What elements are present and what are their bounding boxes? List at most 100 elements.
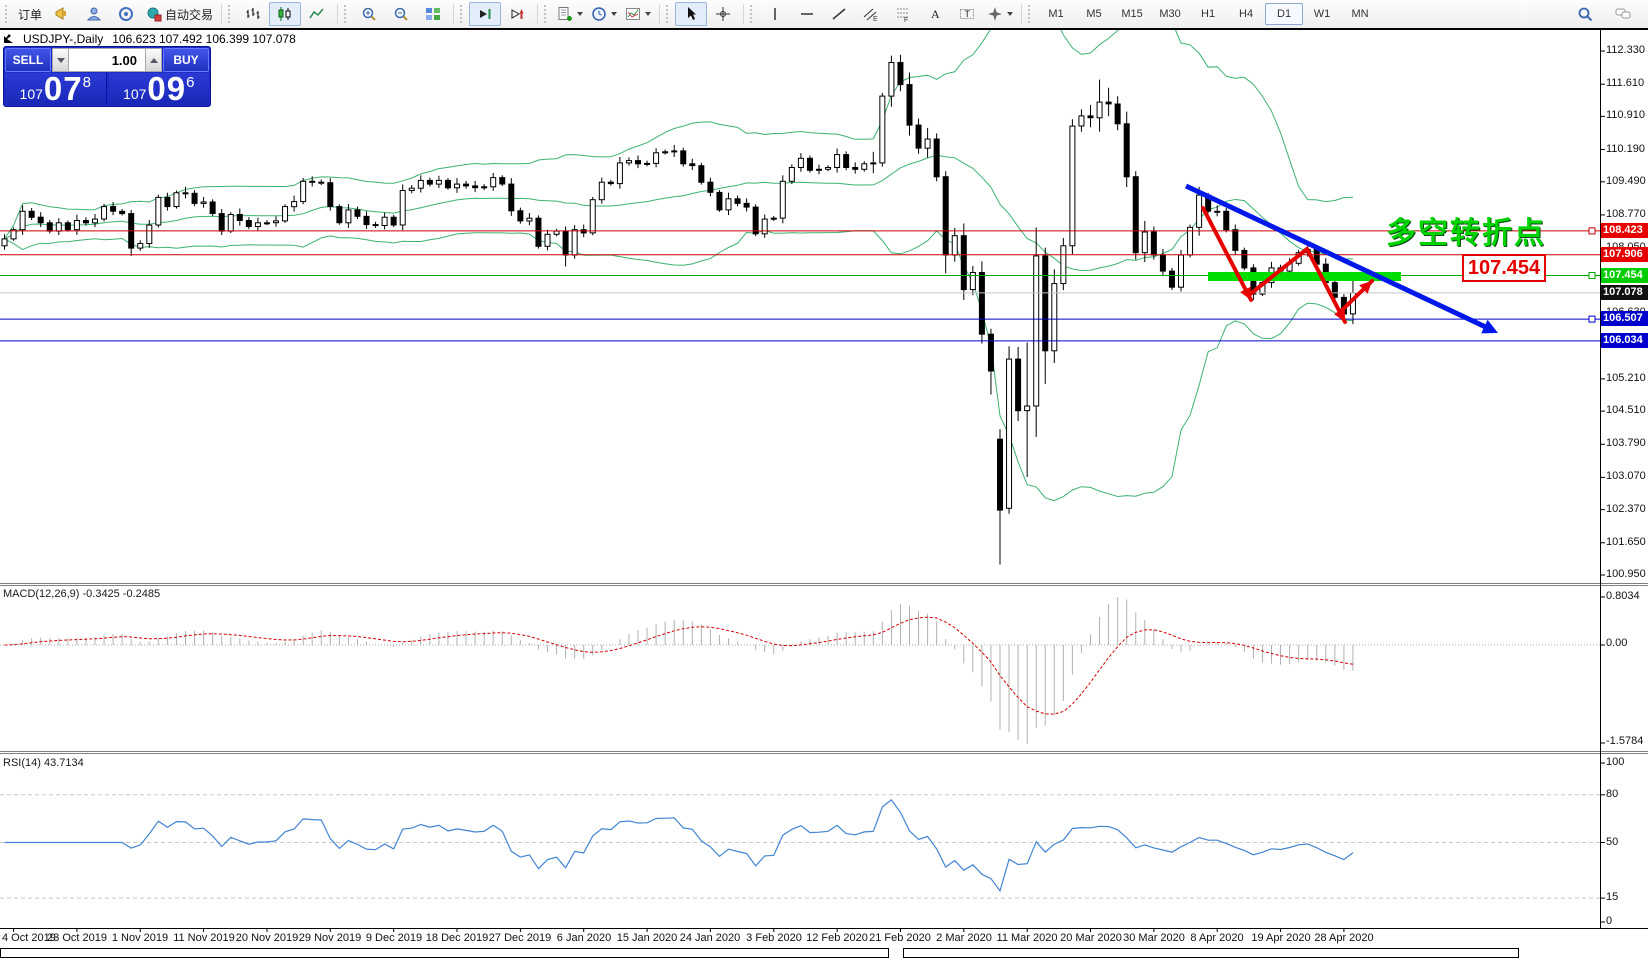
bar-chart-button[interactable] (237, 2, 269, 26)
vline-icon (774, 8, 776, 20)
tile-windows-button[interactable] (417, 2, 449, 26)
volume-input[interactable] (69, 48, 145, 72)
toolbar-grip[interactable] (750, 5, 755, 23)
candlestick-chart-button[interactable] (269, 2, 302, 26)
profile-icon (86, 7, 102, 21)
timeframe-h1-button[interactable]: H1 (1201, 8, 1216, 20)
sell-price[interactable]: 107 07 8 (5, 72, 107, 105)
toolbar-grip[interactable] (5, 5, 10, 23)
equidistant-channel-button[interactable]: E (855, 2, 887, 26)
minimized-chart-window-1[interactable] (0, 948, 889, 958)
sell-button[interactable]: SELL (5, 48, 51, 72)
toolbar-grip[interactable] (544, 5, 549, 23)
main-chart-panel[interactable] (0, 0, 1600, 565)
chart-shift-button[interactable] (469, 2, 502, 26)
alerts-button[interactable] (46, 2, 78, 26)
trend-arrow[interactable] (1184, 183, 1498, 334)
date-axis-tick: 12 Feb 2020 (806, 932, 868, 944)
date-axis-tick: 28 Apr 2020 (1314, 932, 1374, 944)
dropdown-caret-icon (1007, 12, 1014, 16)
zigzag-arrows[interactable] (1201, 206, 1374, 324)
rsi-panel[interactable] (0, 794, 1600, 899)
annotation-text[interactable]: 多空转折点 (1386, 217, 1546, 250)
support-zone-band[interactable] (1208, 272, 1401, 281)
auto-scroll-button[interactable] (501, 2, 533, 26)
zoom-in-button[interactable] (353, 2, 385, 26)
buy-price[interactable]: 107 09 6 (108, 72, 209, 105)
toolbar-grip[interactable] (1028, 5, 1033, 23)
volume-increase-button[interactable] (145, 48, 162, 72)
panel-separators (0, 30, 1648, 929)
fibonacci-button[interactable]: F (887, 2, 919, 26)
line-chart-button[interactable] (301, 2, 333, 26)
date-axis-tick: 20 Nov 2019 (235, 932, 299, 944)
macd-axis-tick: 0.00 (1606, 637, 1628, 649)
newchart-icon (558, 7, 573, 21)
price-level-badge: 106.507 (1601, 311, 1648, 326)
autotrading-button[interactable]: 自动交易 (142, 2, 217, 26)
macd-axis-tick: -1.5784 (1606, 735, 1644, 747)
timeframe-h4-button[interactable]: H4 (1239, 8, 1254, 20)
buy-button[interactable]: BUY (163, 48, 209, 72)
timeframe-m30-button[interactable]: M30 (1159, 8, 1181, 20)
indicators-icon (626, 8, 641, 20)
chat-button[interactable] (1607, 2, 1639, 26)
toolbar-grip[interactable] (666, 5, 671, 23)
date-axis-tick: 30 Mar 2020 (1123, 932, 1185, 944)
candlesticks (1, 54, 1356, 565)
svg-text:T: T (965, 9, 971, 19)
crosshair-icon (716, 7, 731, 21)
new-order-button[interactable]: 订单 (18, 7, 43, 22)
rsi-axis-tick: 80 (1606, 788, 1619, 800)
timeframe-w1-button[interactable]: W1 (1313, 8, 1331, 20)
timeframe-m15-button[interactable]: M15 (1121, 8, 1143, 20)
date-axis-tick: 3 Feb 2020 (746, 932, 802, 944)
timeframe-m1-button[interactable]: M1 (1048, 8, 1064, 20)
minimized-chart-window-2[interactable] (903, 948, 1519, 958)
date-axis-tick: 20 Mar 2020 (1060, 932, 1122, 944)
date-axis-tick: 24 Jan 2020 (679, 932, 741, 944)
cursor-icon (688, 7, 697, 20)
timeframe-mn-button[interactable]: MN (1351, 8, 1369, 20)
market-watch-button[interactable] (110, 2, 142, 26)
chart-symbol-period: USDJPY-,Daily (23, 32, 104, 46)
svg-text:E: E (873, 16, 878, 22)
macd-panel[interactable] (0, 597, 1600, 744)
date-axis-tick: 19 Apr 2020 (1251, 932, 1311, 944)
text-label-button[interactable]: T (951, 2, 983, 26)
window-top-border (0, 28, 1648, 30)
timeframe-m5-button[interactable]: M5 (1086, 8, 1102, 20)
vertical-line-button[interactable] (759, 2, 791, 26)
date-axis-tick: 2 Mar 2020 (936, 932, 992, 944)
clock-icon (592, 7, 606, 21)
horizontal-line-button[interactable] (791, 2, 823, 26)
price-level-badge: 107.454 (1601, 268, 1648, 283)
toolbar-grip[interactable] (344, 5, 349, 23)
cursor-button[interactable] (675, 2, 708, 26)
toolbar-grip[interactable] (228, 5, 233, 23)
toolbar-separator (337, 4, 339, 24)
arrows-button[interactable] (983, 2, 1017, 26)
crosshair-button[interactable] (707, 2, 739, 26)
macd-axis-tick: 0.8034 (1606, 590, 1640, 602)
timeframe-d1-button[interactable]: D1 (1265, 3, 1304, 25)
price-axis-tick: 109.490 (1606, 175, 1646, 187)
text-button[interactable]: A (919, 2, 951, 26)
trendline-icon (832, 8, 846, 20)
fibo-icon: F (897, 8, 908, 22)
autotrade-icon (147, 7, 162, 22)
annotation-price-box[interactable]: 107.454 (1462, 254, 1546, 282)
profile-button[interactable] (78, 2, 110, 26)
trendline-button[interactable] (823, 2, 855, 26)
new-chart-button[interactable] (553, 2, 587, 26)
periods-button[interactable] (587, 2, 621, 26)
indicators-button[interactable] (621, 2, 655, 26)
date-axis-tick: 9 Dec 2019 (365, 932, 423, 944)
zoom-out-button[interactable] (385, 2, 417, 26)
toolbar-grip[interactable] (460, 5, 465, 23)
volume-decrease-button[interactable] (52, 48, 69, 72)
price-axis-tick: 101.650 (1606, 536, 1646, 548)
search-button[interactable] (1569, 2, 1601, 26)
